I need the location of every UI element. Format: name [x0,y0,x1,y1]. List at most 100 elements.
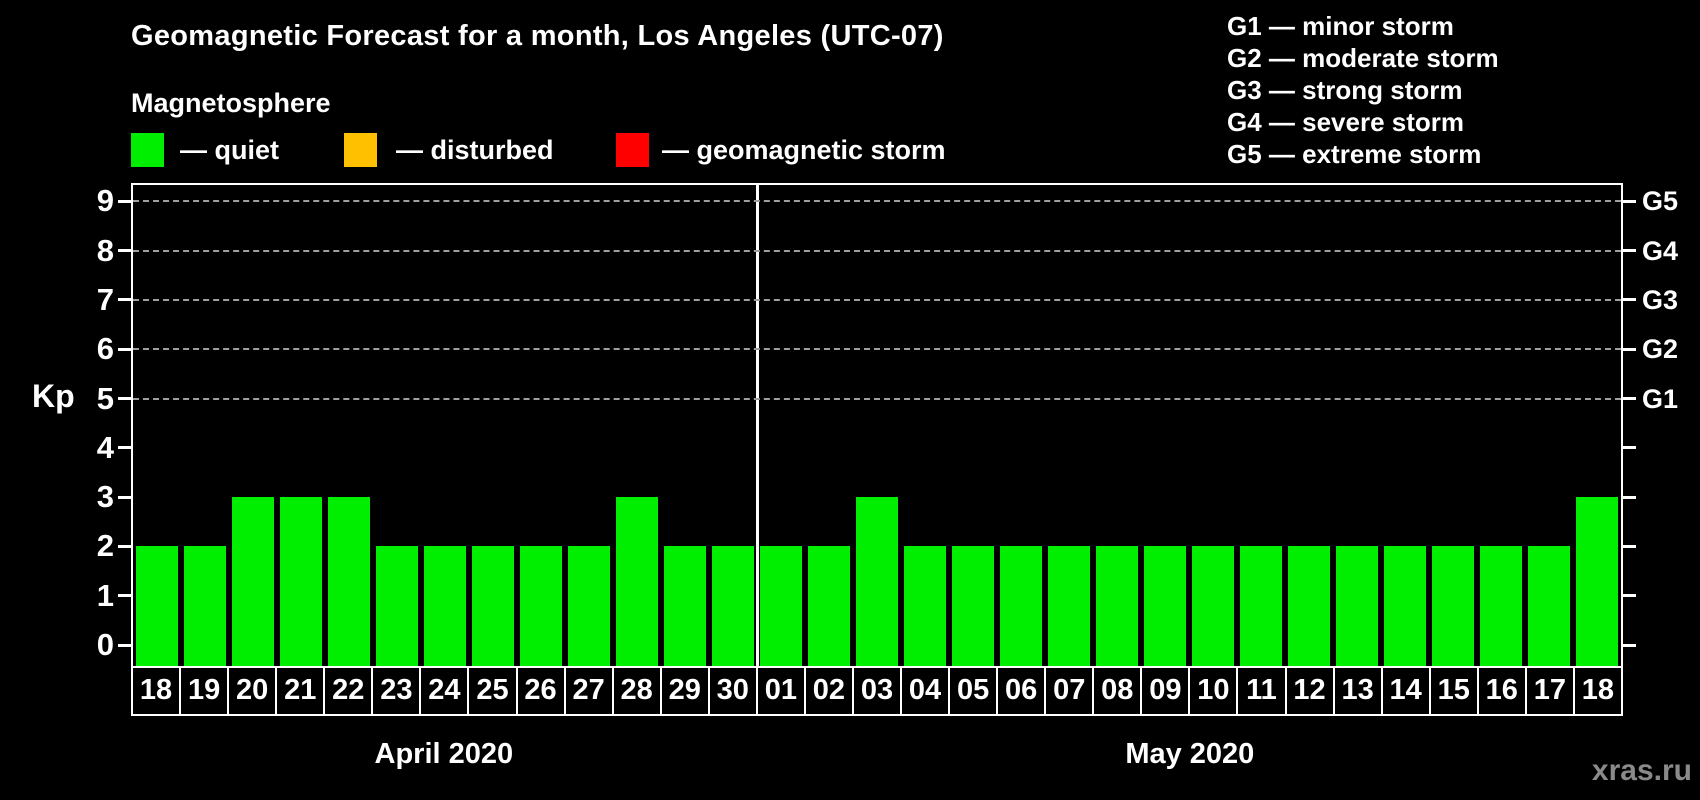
month-label-may: May 2020 [1125,738,1255,770]
bar-column [373,185,421,666]
bar-column [565,185,613,666]
kp-bar [567,546,611,666]
bar-column [949,185,997,666]
kp-bar [951,546,995,666]
kp-bar [1239,546,1283,666]
day-label: 14 [1383,668,1431,714]
day-label: 18 [1581,674,1615,706]
gridline-kp5 [133,397,1621,400]
kp-tick-label-6: 6 [96,331,114,367]
day-label: 08 [1094,668,1143,714]
bar-column [1477,185,1525,666]
left-tick-kp0 [118,643,131,647]
kp-bar [1479,546,1523,666]
kp-bar [1431,546,1475,666]
disturbed-color-swatch-icon [344,133,377,167]
day-label: 06 [998,668,1047,714]
kp-bar [759,546,803,666]
bar-column [517,185,565,666]
magnetosphere-label: Magnetosphere [131,88,331,118]
gridline-kp8 [133,249,1621,252]
disturbed-legend-label: — disturbed [396,135,554,165]
left-tick-kp4 [118,446,131,450]
g1-legend-line: G1 — minor storm [1227,11,1454,41]
bars-layer [133,185,1621,666]
month-separator-line [755,183,759,666]
right-tick-kp6 [1623,347,1636,351]
kp-tick-label-1: 1 [96,577,114,613]
quiet-legend-label: — quiet [180,135,279,165]
kp-bar [1335,546,1379,666]
kp-bar [231,497,275,666]
bar-column [1285,185,1333,666]
gridline-kp9 [133,200,1621,203]
day-label: 29 [662,668,710,714]
bar-column [133,185,181,666]
g-axis-label-g3: G3 [1642,284,1679,315]
kp-bar [1575,497,1619,666]
day-label: 18 [133,668,182,714]
right-tick-kp4 [1623,446,1636,450]
bar-column [469,185,517,666]
kp-state-legend: — quiet — disturbed — geomagnetic storm [0,133,1000,167]
kp-tick-label-2: 2 [96,528,114,564]
day-label: 10 [1190,668,1239,714]
kp-bar [663,546,707,666]
storm-legend-label: — geomagnetic storm [662,135,946,165]
kp-bar [807,546,851,666]
right-tick-kp0 [1623,643,1636,647]
day-label: 03 [854,668,902,714]
kp-tick-label-8: 8 [96,232,114,268]
bar-column [1141,185,1189,666]
kp-bar [279,497,323,666]
x-axis-day-labels: 18 19 20 21 22 23 24 25 26 27 28 29 30 01 02 03 04 05 06 07… [131,666,1623,716]
kp-tick-label-3: 3 [96,479,114,515]
day-label: 30 [710,668,758,714]
left-tick-kp7 [118,298,131,302]
right-tick-kp3 [1623,495,1636,499]
day-label: 12 [1287,668,1335,714]
bar-column [661,185,709,666]
bar-column [805,185,853,666]
bar-column [757,185,805,666]
kp-bar [711,546,755,666]
day-label: 26 [518,668,566,714]
kp-bar [135,546,179,666]
g-axis-label-g5: G5 [1642,186,1679,217]
day-label: 16 [1479,668,1527,714]
left-tick-kp9 [118,199,131,203]
bar-column [1237,185,1285,666]
kp-bar [327,497,371,666]
right-tick-kp8 [1623,249,1636,253]
day-label: 24 [421,668,470,714]
g5-legend-line: G5 — extreme storm [1227,139,1482,169]
month-label-april: April 2020 [374,738,514,770]
kp-bar [615,497,659,666]
day-label: 21 [277,668,326,714]
kp-axis-label: Kp [32,378,75,414]
kp-bar [1047,546,1091,666]
day-label: 01 [758,668,806,714]
bar-column [1189,185,1237,666]
kp-tick-label-7: 7 [96,281,114,317]
bar-column [613,185,661,666]
bar-column [709,185,757,666]
day-label: 13 [1335,668,1383,714]
gridline-kp6 [133,348,1621,351]
left-tick-kp6 [118,347,131,351]
g-axis-label-g4: G4 [1642,235,1679,266]
right-tick-kp9 [1623,199,1636,203]
right-tick-kp7 [1623,298,1636,302]
bar-column [853,185,901,666]
bar-column [901,185,949,666]
day-label: 19 [181,668,230,714]
gridline-kp7 [133,298,1621,301]
left-tick-kp8 [118,249,131,253]
day-label: 20 [229,668,278,714]
quiet-color-swatch-icon [131,133,164,167]
day-label: 25 [469,668,518,714]
day-label: 11 [1238,668,1287,714]
bar-column [997,185,1045,666]
kp-tick-label-4: 4 [96,429,114,465]
plot-area [131,183,1623,668]
